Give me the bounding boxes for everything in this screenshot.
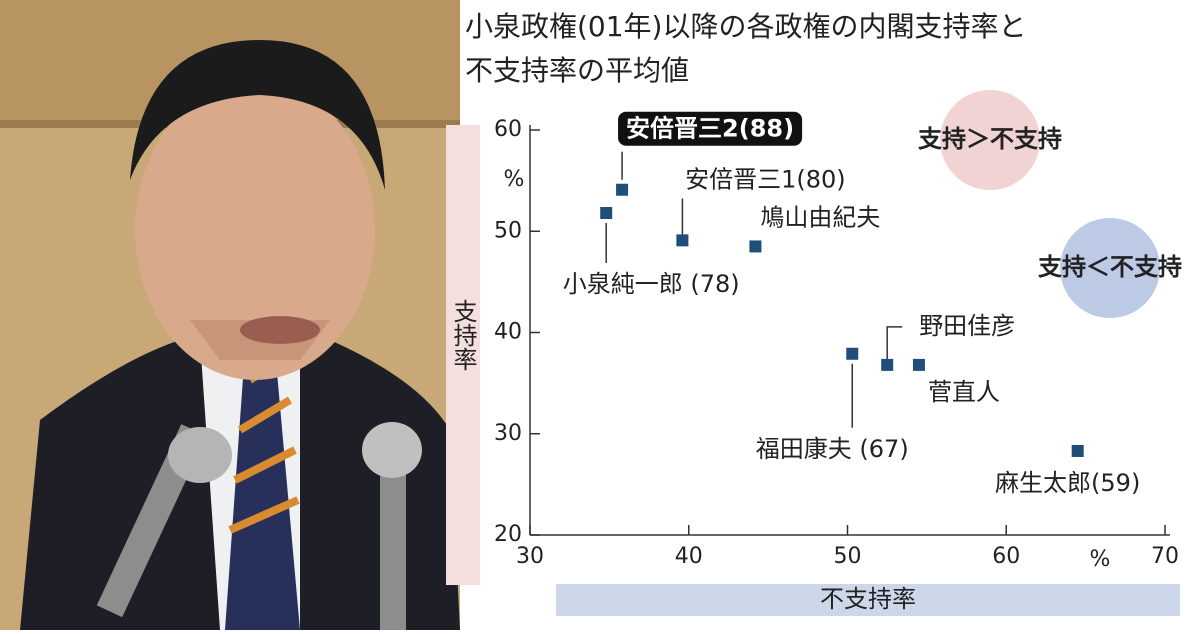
chart-title: 不支持率の平均値 (465, 54, 689, 87)
point (616, 183, 629, 196)
y-tick-label: 20 (494, 522, 522, 547)
y-tick-label: 30 (494, 421, 522, 446)
point-label: 安倍晋三1(80) (685, 165, 846, 193)
point-label: 小泉純一郎 (78) (563, 270, 740, 298)
x-tick-label: 30 (516, 544, 544, 569)
x-axis-label: 不支持率 (820, 585, 916, 613)
legend-label: 支持＞不支持 (918, 125, 1062, 153)
x-tick-label: 50 (834, 544, 862, 569)
legend-swatch (940, 90, 1040, 190)
y-tick-label: 40 (494, 320, 522, 345)
point-label: 菅直人 (928, 378, 1000, 406)
x-label-band (556, 584, 1180, 616)
y-axis-label: 支持率 (449, 299, 477, 371)
point-label: 福田康夫 (67) (756, 435, 909, 463)
point (1071, 444, 1084, 457)
point (676, 234, 689, 247)
point-label: 野田佳彦 (919, 312, 1015, 340)
y-tick-label: 50 (494, 218, 522, 243)
y-unit: % (504, 167, 525, 192)
photo (0, 0, 460, 630)
point-label: 麻生太郎(59) (995, 469, 1140, 497)
point (912, 358, 925, 371)
x-unit: % (1090, 547, 1111, 572)
point (749, 240, 762, 253)
leader-line (886, 326, 903, 365)
y-tick-label: 60 (494, 117, 522, 142)
x-tick-label: 40 (675, 544, 703, 569)
label-box (618, 111, 803, 146)
point (600, 207, 613, 220)
point (846, 347, 859, 360)
x-tick-label: 70 (1151, 544, 1179, 569)
chart-title: 小泉政権(01年)以降の各政権の内閣支持率と (465, 10, 1026, 43)
legend-label: 支持＜不支持 (1038, 253, 1182, 281)
y-label-band (446, 125, 480, 585)
point-label: 安倍晋三2(88) (626, 115, 794, 143)
x-tick-label: 60 (992, 544, 1020, 569)
point-label: 鳩山由紀夫 (760, 203, 880, 231)
legend-swatch (1060, 218, 1160, 318)
point (881, 358, 894, 371)
